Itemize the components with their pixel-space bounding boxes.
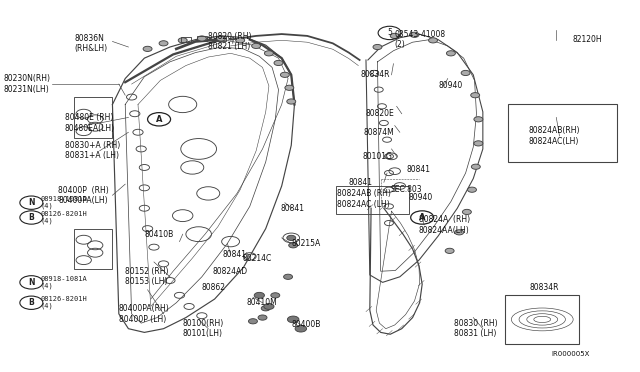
Text: 80410M: 80410M [246,298,277,307]
Circle shape [390,33,399,38]
Circle shape [178,38,187,43]
Circle shape [461,70,470,76]
Circle shape [287,316,299,323]
Bar [216,36,226,41]
Circle shape [474,141,483,146]
Bar [74,97,113,138]
Circle shape [159,41,168,46]
Text: 80841: 80841 [223,250,247,259]
Circle shape [284,274,292,279]
Text: 80841: 80841 [406,165,430,174]
Text: 80400PA(RH)
80400P (LH): 80400PA(RH) 80400P (LH) [119,304,170,324]
Text: 80841: 80841 [280,204,305,213]
Bar [180,37,191,42]
Text: 80874M: 80874M [364,128,394,137]
Circle shape [248,319,257,324]
Circle shape [287,235,296,240]
Text: 80100(RH)
80101(LH): 80100(RH) 80101(LH) [182,319,224,339]
Text: B: B [28,213,34,222]
Circle shape [280,72,289,77]
Text: B: B [28,298,34,307]
Text: 80830 (RH)
80831 (LH): 80830 (RH) 80831 (LH) [454,319,498,339]
Circle shape [258,315,267,320]
Circle shape [295,326,307,332]
Bar [508,105,617,162]
Text: 80824AB(RH)
80824AC(LH): 80824AB(RH) 80824AC(LH) [528,126,580,146]
Circle shape [285,85,294,90]
Circle shape [236,38,244,43]
Text: 80862: 80862 [202,283,226,292]
Circle shape [264,51,273,56]
Text: 08918-1081A
(4): 08918-1081A (4) [41,276,88,289]
Text: 80400P  (RH)
80400PA(LH): 80400P (RH) 80400PA(LH) [58,186,109,205]
Circle shape [274,60,283,65]
Text: 80410B: 80410B [145,230,173,239]
Text: 80101G: 80101G [362,152,392,161]
Circle shape [264,304,274,310]
Circle shape [445,248,454,253]
Text: 80824A  (RH)
80824AA(LH): 80824A (RH) 80824AA(LH) [419,215,470,235]
Circle shape [373,44,382,49]
Text: 08126-8201H
(4): 08126-8201H (4) [41,296,88,310]
Text: 80824AD: 80824AD [212,267,248,276]
Text: SEC.803: SEC.803 [390,185,422,194]
Circle shape [410,32,419,37]
Circle shape [252,43,260,48]
Circle shape [289,243,298,248]
Text: 80230N(RH)
80231N(LH): 80230N(RH) 80231N(LH) [4,74,51,94]
Text: N: N [28,198,35,207]
Text: 82120H: 82120H [572,35,602,44]
Circle shape [471,164,480,169]
Circle shape [474,117,483,122]
Text: 80940: 80940 [408,193,433,202]
Text: A: A [419,213,426,222]
Bar [505,295,579,343]
Bar [196,36,207,41]
Text: 80400B: 80400B [291,321,321,330]
Circle shape [197,36,206,41]
Circle shape [470,93,479,98]
Circle shape [216,36,225,41]
Circle shape [447,51,456,56]
Text: 80834R: 80834R [360,70,390,79]
Text: 80834R: 80834R [529,283,559,292]
Text: 80215A: 80215A [291,239,321,248]
Circle shape [261,306,270,311]
Text: N: N [28,278,35,287]
Text: A: A [156,115,163,124]
Circle shape [287,99,296,104]
Text: IR000005X: IR000005X [551,351,589,357]
Circle shape [271,293,280,298]
Circle shape [463,209,471,215]
Text: 80836N
(RH&LH): 80836N (RH&LH) [74,33,108,53]
Text: 08918-1081A
(4): 08918-1081A (4) [41,196,88,209]
Text: 5: 5 [387,28,392,38]
Text: 80940: 80940 [438,81,462,90]
Text: 80152 (RH)
80153 (LH): 80152 (RH) 80153 (LH) [125,267,169,286]
Text: 08126-8201H
(4): 08126-8201H (4) [41,211,88,224]
Circle shape [429,38,438,43]
Text: 80830+A (RH)
80831+A (LH): 80830+A (RH) 80831+A (LH) [65,141,120,160]
Text: 80820 (RH)
80821 (LH): 80820 (RH) 80821 (LH) [208,32,252,51]
Text: 80214C: 80214C [242,254,271,263]
Text: 08543-41008
(2): 08543-41008 (2) [395,30,446,49]
Circle shape [254,292,264,298]
Text: 80480E (RH)
80480EA(LH): 80480E (RH) 80480EA(LH) [65,113,115,133]
Bar [74,229,113,269]
Circle shape [143,46,152,51]
Text: 80820E: 80820E [366,109,395,118]
Text: 80824AB (RH)
80824AC (LH): 80824AB (RH) 80824AC (LH) [337,189,391,209]
Circle shape [467,187,476,192]
Bar [336,186,410,214]
Text: 80841: 80841 [349,178,372,187]
Circle shape [455,230,464,235]
